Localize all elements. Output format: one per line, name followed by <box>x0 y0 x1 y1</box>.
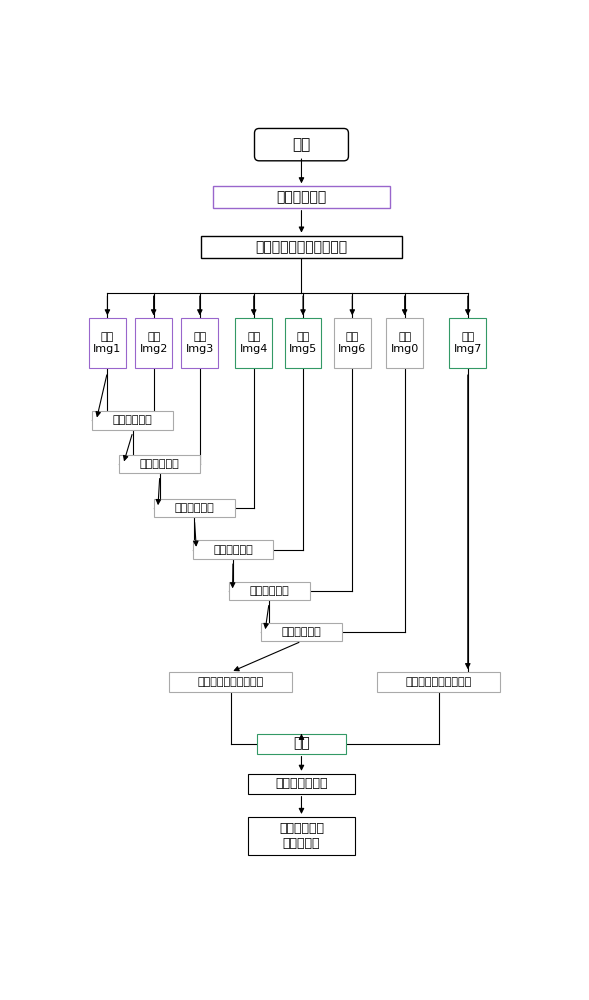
Text: 待采集的足迹: 待采集的足迹 <box>276 190 327 204</box>
FancyBboxPatch shape <box>154 499 235 517</box>
Text: 小波图像融合: 小波图像融合 <box>249 586 289 596</box>
Text: 图像
Img2: 图像 Img2 <box>140 332 168 354</box>
Text: 多角度足迹图像采集设备: 多角度足迹图像采集设备 <box>256 240 348 254</box>
FancyBboxPatch shape <box>261 623 342 641</box>
Text: 图像
Img6: 图像 Img6 <box>338 332 366 354</box>
FancyBboxPatch shape <box>181 318 219 368</box>
FancyBboxPatch shape <box>254 128 349 161</box>
Text: 作差: 作差 <box>293 737 310 751</box>
FancyBboxPatch shape <box>135 318 172 368</box>
Text: 图像
Img5: 图像 Img5 <box>289 332 317 354</box>
Text: 开始: 开始 <box>292 137 310 152</box>
Text: 图像
Img4: 图像 Img4 <box>240 332 268 354</box>
FancyBboxPatch shape <box>229 582 310 600</box>
FancyBboxPatch shape <box>120 455 200 473</box>
FancyBboxPatch shape <box>213 186 390 208</box>
FancyBboxPatch shape <box>201 236 402 258</box>
FancyBboxPatch shape <box>449 318 487 368</box>
Text: 小波图像融合: 小波图像融合 <box>113 415 153 425</box>
Text: 基于块的光照校正算法: 基于块的光照校正算法 <box>405 677 472 687</box>
FancyBboxPatch shape <box>235 318 272 368</box>
FancyBboxPatch shape <box>284 318 322 368</box>
Text: 最大类间方差法: 最大类间方差法 <box>275 777 327 790</box>
Text: 小波图像融合: 小波图像融合 <box>282 627 322 637</box>
FancyBboxPatch shape <box>169 672 292 692</box>
Text: 小波图像融合: 小波图像融合 <box>140 459 180 469</box>
Text: 小波图像融合: 小波图像融合 <box>213 545 253 555</box>
Text: 图像
Img1: 图像 Img1 <box>93 332 121 354</box>
FancyBboxPatch shape <box>334 318 371 368</box>
Text: 图像
Img7: 图像 Img7 <box>454 332 482 354</box>
FancyBboxPatch shape <box>193 540 273 559</box>
Text: 图像
Img3: 图像 Img3 <box>186 332 214 354</box>
Text: 基于块的光照校正算法: 基于块的光照校正算法 <box>197 677 264 687</box>
Text: 图像
Img0: 图像 Img0 <box>391 332 419 354</box>
Text: 小波图像融合: 小波图像融合 <box>174 503 214 513</box>
FancyBboxPatch shape <box>257 734 346 754</box>
FancyBboxPatch shape <box>377 672 500 692</box>
FancyBboxPatch shape <box>89 318 126 368</box>
FancyBboxPatch shape <box>92 411 173 430</box>
FancyBboxPatch shape <box>247 774 355 794</box>
FancyBboxPatch shape <box>386 318 423 368</box>
FancyBboxPatch shape <box>249 817 355 855</box>
Text: 足迹花纹二值
图提取结果: 足迹花纹二值 图提取结果 <box>279 822 324 850</box>
